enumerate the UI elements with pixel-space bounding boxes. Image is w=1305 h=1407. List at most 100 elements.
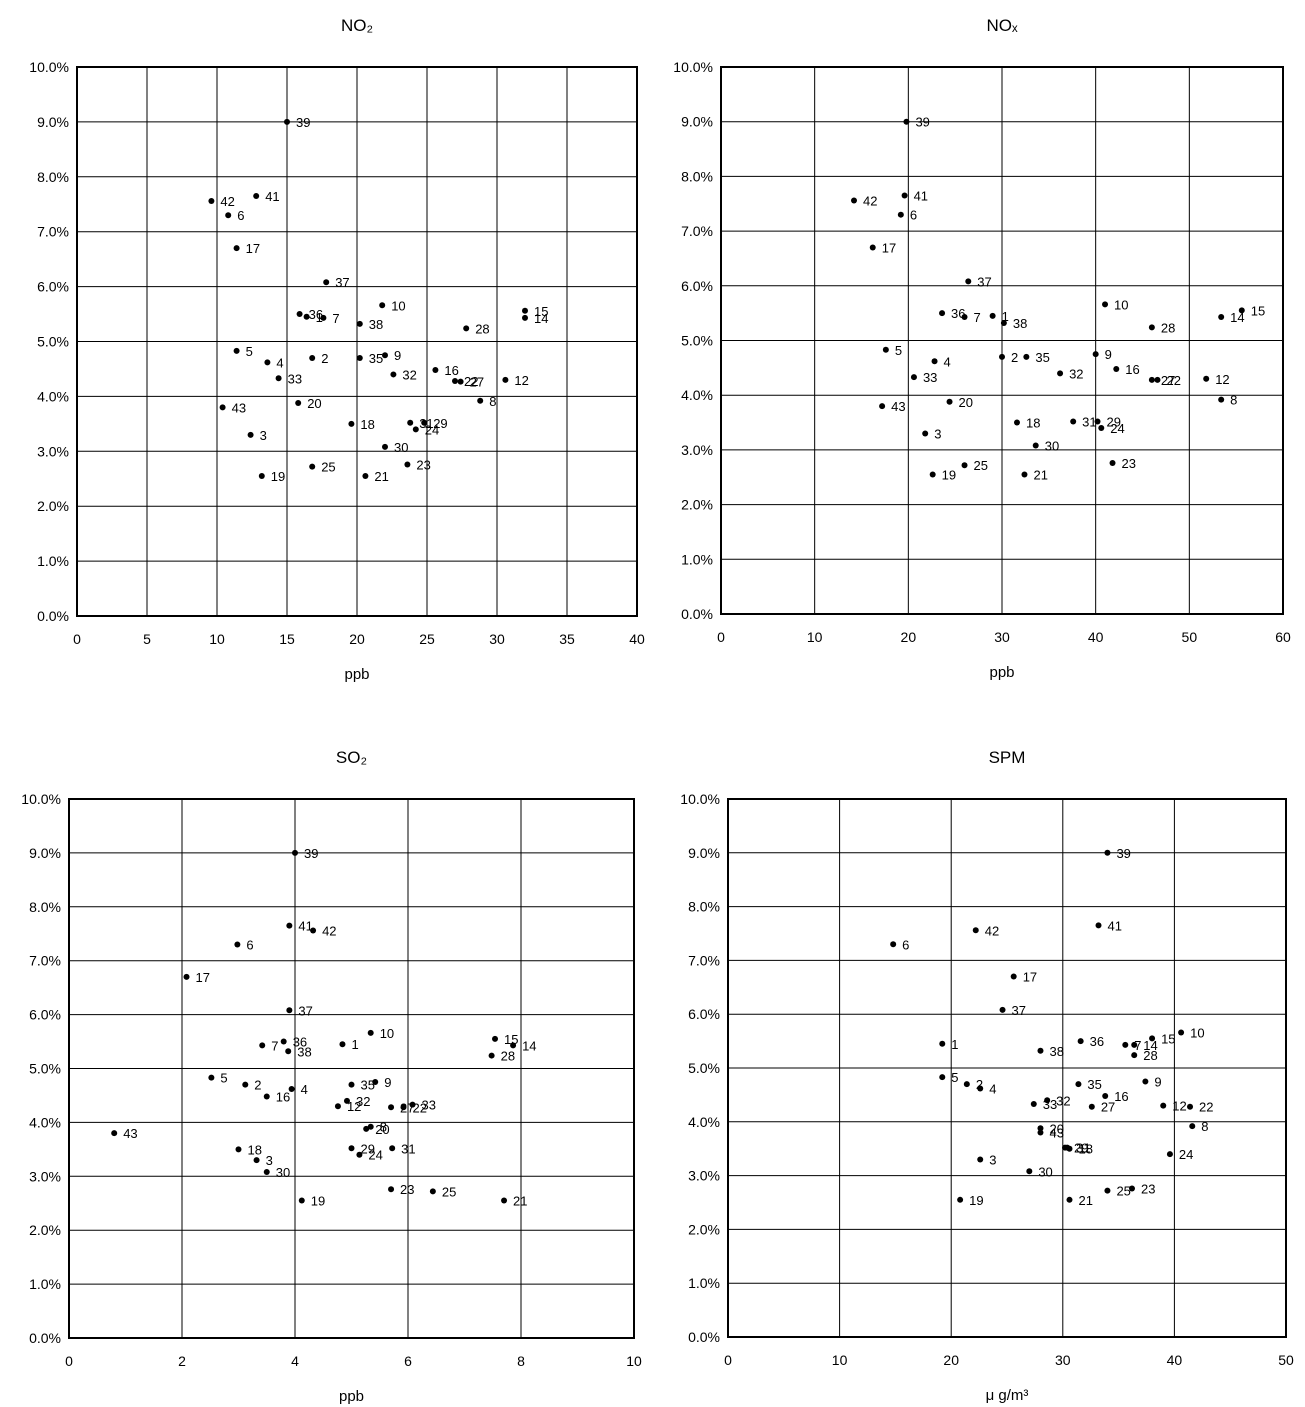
y-tick-label: 3.0% — [688, 1168, 720, 1184]
point-label-30: 30 — [1045, 439, 1059, 454]
scatter-point-10 — [379, 302, 386, 309]
scatter-point-19 — [929, 471, 936, 478]
scatter-point-10 — [367, 1029, 374, 1036]
scatter-point-27 — [457, 378, 464, 385]
point-label-41: 41 — [1108, 918, 1122, 933]
point-label-3: 3 — [989, 1152, 996, 1167]
scatter-point-14 — [510, 1042, 517, 1049]
point-label-12: 12 — [514, 373, 528, 388]
point-label-18: 18 — [1026, 416, 1040, 431]
x-tick-label: 50 — [1278, 1352, 1294, 1368]
x-tick-label: 10 — [832, 1352, 848, 1368]
scatter-point-5 — [208, 1074, 215, 1081]
scatter-point-18 — [1013, 419, 1020, 426]
point-label-28: 28 — [501, 1049, 515, 1064]
plot-frame — [68, 798, 635, 1339]
y-tick-label: 2.0% — [29, 1222, 61, 1238]
point-label-5: 5 — [951, 1070, 958, 1085]
scatter-point-30 — [1026, 1168, 1033, 1175]
scatter-point-4 — [288, 1085, 295, 1092]
y-tick-label: 7.0% — [29, 953, 61, 969]
x-tick-label: 10 — [626, 1353, 642, 1369]
point-label-17: 17 — [246, 241, 260, 256]
y-tick-label: 9.0% — [688, 845, 720, 861]
point-label-12: 12 — [347, 1099, 361, 1114]
point-label-15: 15 — [534, 304, 548, 319]
point-label-31: 31 — [401, 1141, 415, 1156]
y-tick-label: 10.0% — [680, 791, 720, 807]
scatter-point-12 — [502, 376, 509, 383]
y-tick-label: 6.0% — [37, 279, 69, 295]
chart-panel-no2: NO₂ 0 5 10 15 20 25 30 35 40 0.0% 1.0% 2.0% 3.0% 4.0% 5… — [0, 0, 652, 700]
point-label-22: 22 — [412, 1100, 426, 1115]
point-label-28: 28 — [1161, 320, 1175, 335]
scatter-point-10 — [1178, 1029, 1185, 1036]
scatter-point-14 — [522, 314, 528, 321]
point-label-4: 4 — [944, 354, 951, 369]
point-label-10: 10 — [1114, 297, 1128, 312]
scatter-point-14 — [1218, 313, 1225, 320]
point-label-23: 23 — [400, 1182, 414, 1197]
point-label-8: 8 — [489, 394, 496, 409]
x-tick-label: 40 — [1088, 629, 1104, 645]
y-tick-label: 5.0% — [29, 1061, 61, 1077]
point-label-15: 15 — [1161, 1031, 1175, 1046]
point-label-3: 3 — [934, 426, 941, 441]
scatter-point-31 — [1070, 418, 1077, 425]
scatter-point-29 — [348, 1145, 355, 1152]
scatter-point-28 — [488, 1052, 495, 1059]
scatter-point-22 — [1154, 376, 1161, 383]
scatter-point-24 — [356, 1151, 363, 1158]
scatter-point-32 — [390, 371, 397, 378]
point-label-16: 16 — [1125, 362, 1139, 377]
point-label-37: 37 — [335, 275, 349, 290]
scatter-point-33 — [1030, 1101, 1037, 1108]
scatter-point-21 — [1066, 1196, 1073, 1203]
scatter-point-35 — [1075, 1081, 1082, 1088]
y-tick-label: 8.0% — [681, 168, 713, 184]
point-label-41: 41 — [265, 189, 279, 204]
point-label-2: 2 — [321, 351, 328, 366]
point-label-8: 8 — [1230, 393, 1237, 408]
scatter-point-38 — [356, 320, 363, 327]
scatter-point-25 — [309, 463, 316, 470]
scatter-point-16 — [432, 367, 439, 374]
scatter-point-35 — [1023, 353, 1030, 360]
x-tick-label: 40 — [629, 631, 645, 647]
point-label-25: 25 — [442, 1184, 456, 1199]
point-label-8: 8 — [1201, 1119, 1208, 1134]
point-label-33: 33 — [1043, 1097, 1057, 1112]
y-tick-label: 5.0% — [681, 333, 713, 349]
scatter-point-38 — [285, 1048, 292, 1055]
x-tick-label: 8 — [517, 1353, 525, 1369]
y-tick-label: 4.0% — [37, 388, 69, 404]
x-tick-label: 2 — [178, 1353, 186, 1369]
scatter-point-24 — [1098, 425, 1105, 432]
x-axis-label: ppb — [344, 666, 369, 683]
scatter-point-21 — [362, 473, 369, 480]
point-label-32: 32 — [1056, 1093, 1070, 1108]
scatter-point-9 — [1092, 351, 1099, 358]
y-tick-label: 9.0% — [37, 114, 69, 130]
point-label-24: 24 — [425, 422, 439, 437]
scatter-point-9 — [372, 1078, 379, 1085]
point-label-32: 32 — [356, 1094, 370, 1109]
point-label-39: 39 — [1116, 846, 1130, 861]
scatter-point-23 — [1109, 460, 1116, 467]
point-label-14: 14 — [1230, 310, 1244, 325]
scatter-point-38 — [1037, 1047, 1044, 1054]
scatter-point-42 — [208, 197, 215, 204]
point-label-32: 32 — [1069, 366, 1083, 381]
y-tick-label: 1.0% — [681, 551, 713, 567]
y-tick-label: 4.0% — [688, 1114, 720, 1130]
gridlines — [721, 67, 1283, 614]
scatter-point-35 — [356, 354, 363, 361]
point-label-16: 16 — [276, 1090, 290, 1105]
x-tick-label: 60 — [1275, 629, 1291, 645]
plot-frame — [76, 66, 638, 617]
point-label-39: 39 — [296, 115, 310, 130]
point-label-25: 25 — [321, 460, 335, 475]
scatter-point-1 — [303, 313, 310, 320]
point-label-36: 36 — [951, 306, 965, 321]
